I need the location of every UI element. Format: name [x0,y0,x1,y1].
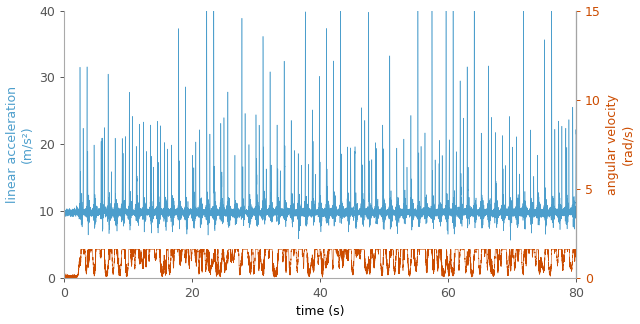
Y-axis label: angular velocity
(rad/s): angular velocity (rad/s) [607,94,634,195]
Y-axis label: linear acceleration
(m/s²): linear acceleration (m/s²) [6,86,33,203]
X-axis label: time (s): time (s) [296,306,344,318]
